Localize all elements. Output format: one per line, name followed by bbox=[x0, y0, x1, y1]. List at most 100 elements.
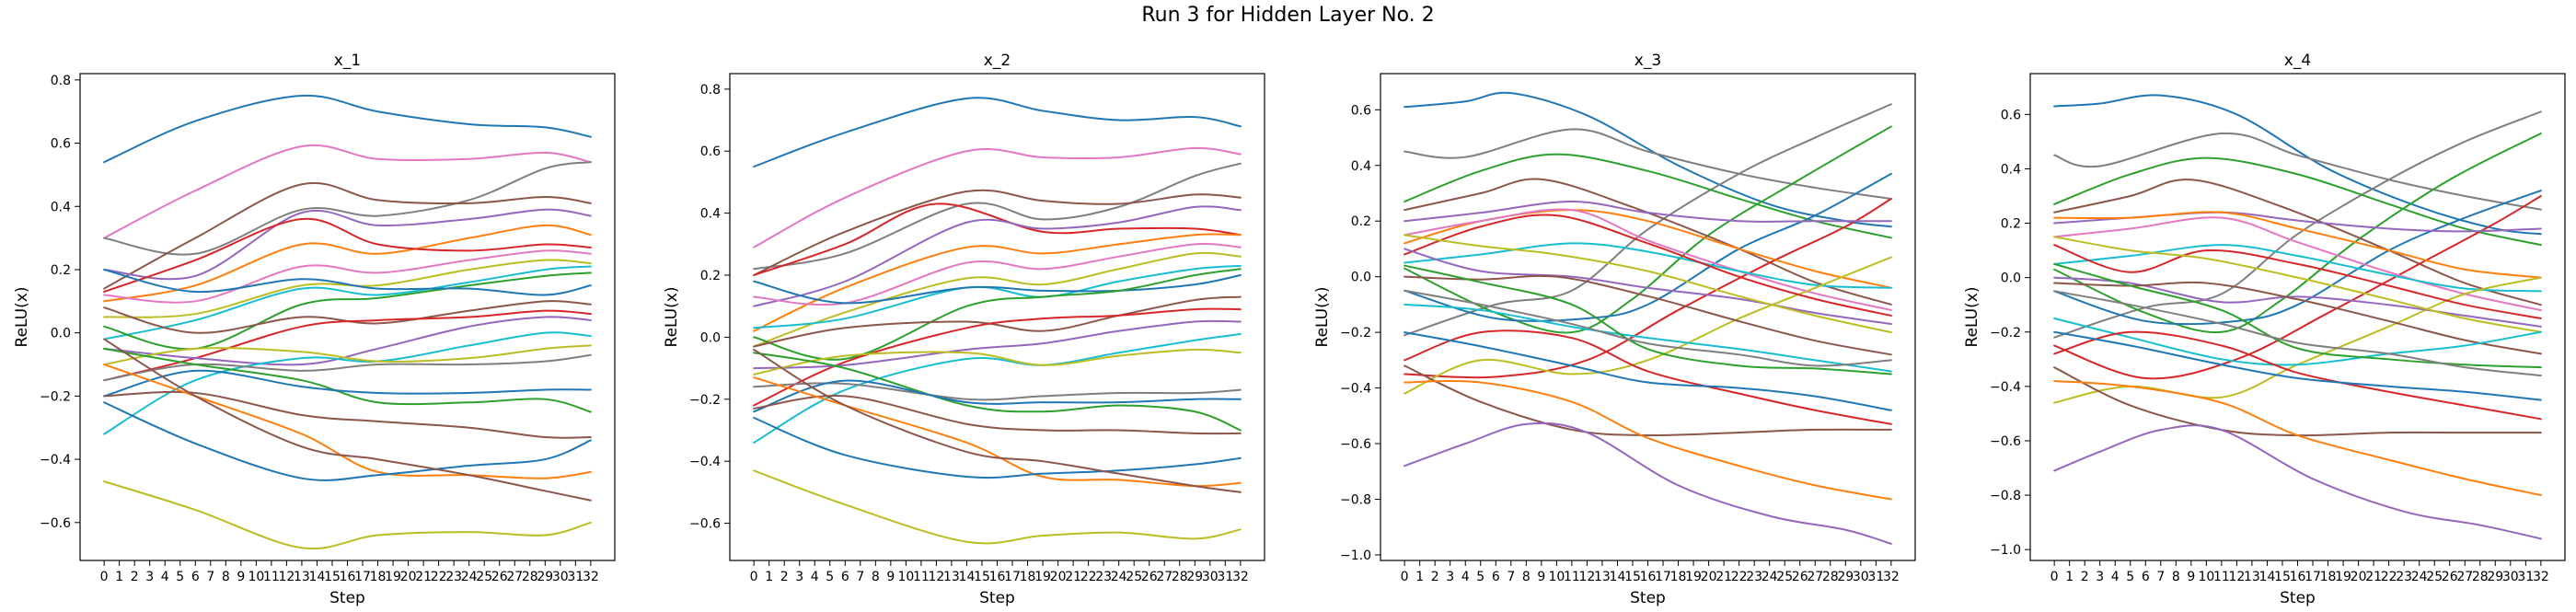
x-tick-label: 18 bbox=[2320, 570, 2337, 584]
series-line-3 bbox=[103, 161, 592, 256]
series-line-20 bbox=[753, 379, 1242, 413]
axes-frame bbox=[729, 73, 1265, 561]
x-tick-label: 27 bbox=[1807, 570, 1823, 584]
series-line-2 bbox=[1404, 128, 1892, 201]
x-tick-label: 11 bbox=[2213, 570, 2230, 584]
x-tick-label: 4 bbox=[1461, 570, 1470, 584]
x-tick-label: 22 bbox=[1080, 570, 1097, 584]
x-tick-label: 14 bbox=[309, 570, 326, 584]
x-tick-label: 5 bbox=[2126, 570, 2134, 584]
series-line-21 bbox=[2053, 330, 2542, 421]
series-line-18 bbox=[2053, 317, 2542, 366]
subplot-x2: 0 1 2 3 4 5 6 7 8 9 101112131415161718192021222324… bbox=[663, 52, 1265, 607]
subplot-title: x_2 bbox=[984, 52, 1011, 70]
x-tick-label: 19 bbox=[1034, 570, 1051, 584]
x-tick-label: 22 bbox=[1731, 570, 1748, 584]
x-tick-label: 22 bbox=[2381, 570, 2397, 584]
x-tick-label: 14 bbox=[959, 570, 976, 584]
y-tick-label: 0.4 bbox=[2001, 162, 2021, 177]
series-line-1 bbox=[753, 97, 1242, 168]
x-tick-label: 17 bbox=[2305, 570, 2321, 584]
series-line-3 bbox=[1404, 103, 1892, 337]
series-line-17 bbox=[753, 348, 1242, 375]
x-tick-label: 2 bbox=[2081, 570, 2089, 584]
series-line-4 bbox=[753, 189, 1242, 277]
series-line-5 bbox=[103, 208, 592, 281]
x-tick-label: 15 bbox=[974, 570, 990, 584]
x-tick-label: 26 bbox=[491, 570, 508, 584]
axes-frame bbox=[1380, 73, 1916, 561]
y-tick-label: 0.0 bbox=[51, 327, 71, 341]
x-tick-label: 13 bbox=[294, 570, 310, 584]
series-line-14 bbox=[2053, 244, 2542, 319]
x-tick-label: 26 bbox=[1141, 570, 1158, 584]
series-line-21 bbox=[1404, 329, 1892, 425]
x-tick-label: 30 bbox=[2502, 570, 2519, 584]
series-line-16 bbox=[1404, 234, 1892, 334]
y-tick-label: 0.4 bbox=[1351, 159, 1371, 174]
x-tick-label: 16 bbox=[340, 570, 356, 584]
series-line-22 bbox=[103, 364, 592, 479]
x-tick-label: 27 bbox=[506, 570, 523, 584]
x-tick-label: 4 bbox=[161, 570, 169, 584]
y-tick-label: 0.2 bbox=[700, 269, 721, 283]
series-line-8 bbox=[103, 249, 592, 304]
x-tick-label: 11 bbox=[913, 570, 930, 584]
series-line-10 bbox=[103, 265, 592, 341]
x-tick-label: 16 bbox=[2290, 570, 2306, 584]
y-tick-label: 0.6 bbox=[51, 137, 71, 152]
x-tick-label: 12 bbox=[1578, 570, 1595, 584]
series-line-25 bbox=[1404, 421, 1892, 545]
y-tick-label: −0.4 bbox=[1340, 382, 1371, 397]
x-tick-label: 0 bbox=[2050, 570, 2059, 584]
series-line-24 bbox=[2053, 379, 2542, 497]
x-tick-label: 15 bbox=[1624, 570, 1641, 584]
x-tick-label: 7 bbox=[2156, 570, 2165, 584]
x-tick-label: 29 bbox=[1837, 570, 1854, 584]
subplot-x4: 0 1 2 3 4 5 6 7 8 9 101112131415161718192021222324… bbox=[1963, 52, 2566, 607]
y-tick-label: −0.2 bbox=[1990, 326, 2021, 341]
x-tick-label: 18 bbox=[1020, 570, 1036, 584]
x-tick-label: 11 bbox=[263, 570, 280, 584]
x-tick-label: 8 bbox=[872, 570, 880, 584]
x-tick-label: 8 bbox=[1522, 570, 1531, 584]
x-tick-label: 20 bbox=[1701, 570, 1717, 584]
series-line-14 bbox=[103, 309, 592, 382]
y-tick-label: 0.6 bbox=[2001, 108, 2021, 122]
y-tick-label: 0.4 bbox=[51, 200, 71, 214]
x-tick-label: 18 bbox=[370, 570, 387, 584]
x-tick-label: 20 bbox=[1050, 570, 1067, 584]
x-tick-label: 21 bbox=[1715, 570, 1732, 584]
y-tick-label: −0.4 bbox=[689, 455, 721, 469]
figure-title: Run 3 for Hidden Layer No. 2 bbox=[1141, 4, 1435, 27]
series-line-9 bbox=[753, 251, 1242, 348]
y-axis-label: ReLU(x) bbox=[1963, 287, 1981, 348]
x-tick-label: 24 bbox=[461, 570, 478, 584]
series-line-22 bbox=[1404, 331, 1892, 411]
x-tick-label: 4 bbox=[2111, 570, 2120, 584]
x-tick-label: 16 bbox=[1640, 570, 1657, 584]
series-line-11 bbox=[1404, 208, 1892, 311]
series-line-24 bbox=[103, 338, 592, 502]
x-tick-label: 32 bbox=[1232, 570, 1249, 584]
y-tick-label: −1.0 bbox=[1990, 543, 2021, 558]
x-tick-label: 1 bbox=[2065, 570, 2074, 584]
x-tick-label: 15 bbox=[324, 570, 341, 584]
y-tick-label: −0.6 bbox=[40, 516, 71, 531]
x-tick-label: 22 bbox=[431, 570, 447, 584]
series-line-15 bbox=[103, 316, 592, 366]
y-tick-label: 0.0 bbox=[700, 330, 721, 345]
x-tick-label: 12 bbox=[278, 570, 295, 584]
x-tick-label: 20 bbox=[2351, 570, 2367, 584]
series-line-14 bbox=[1404, 214, 1892, 317]
x-tick-label: 19 bbox=[2335, 570, 2351, 584]
series-line-20 bbox=[2053, 290, 2542, 377]
x-tick-label: 11 bbox=[1564, 570, 1580, 584]
x-tick-label: 26 bbox=[2442, 570, 2458, 584]
series-line-9 bbox=[1404, 201, 1892, 223]
x-tick-label: 25 bbox=[2426, 570, 2443, 584]
series-line-24 bbox=[753, 348, 1242, 493]
series-line-18 bbox=[753, 352, 1242, 432]
series-line-5 bbox=[753, 202, 1242, 277]
